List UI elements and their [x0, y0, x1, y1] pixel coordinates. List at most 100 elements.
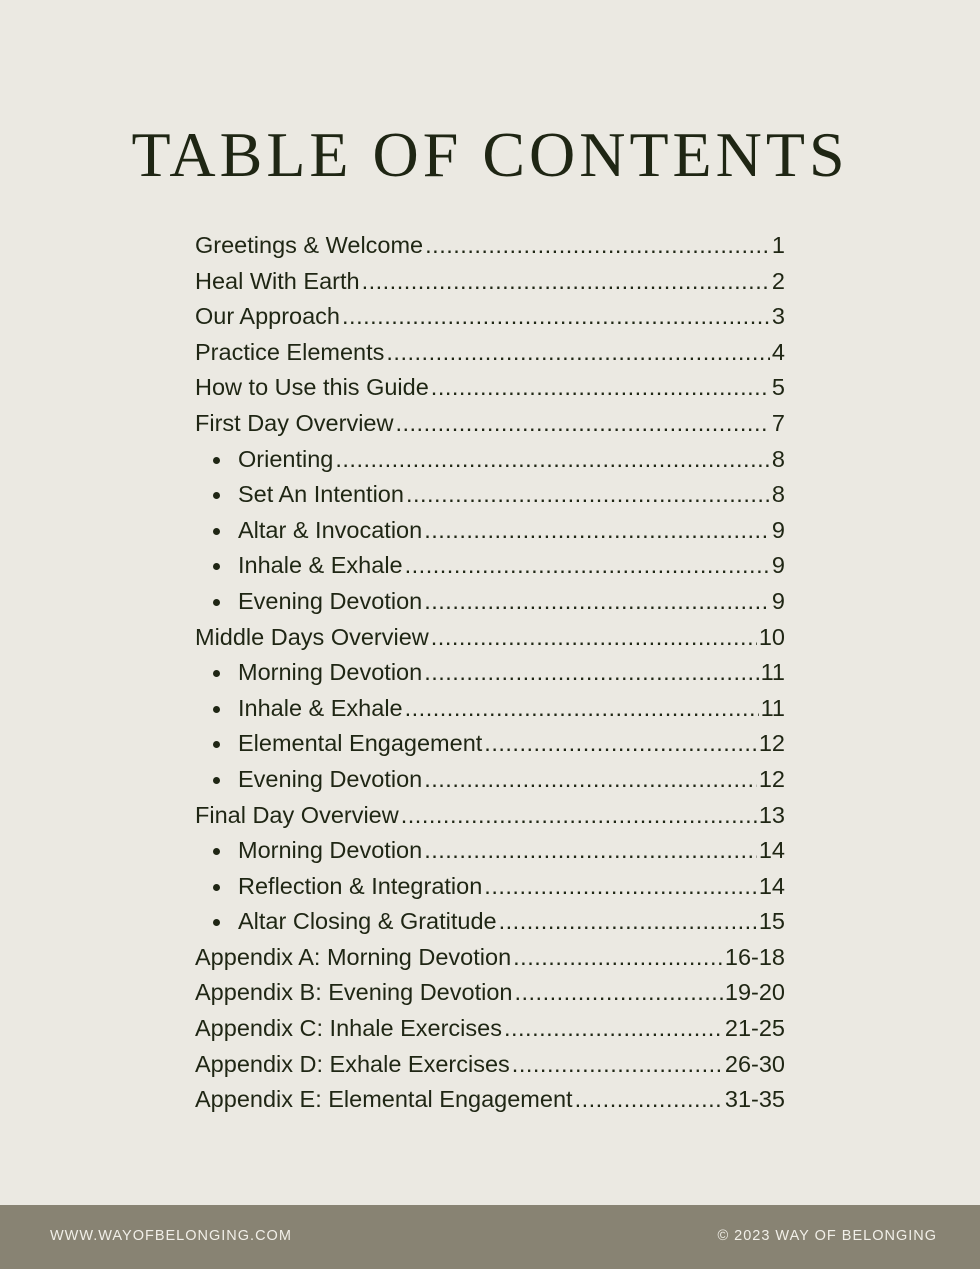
- toc-entry[interactable]: Inhale & Exhale 11: [195, 691, 785, 727]
- dot-leader: [335, 442, 770, 478]
- toc-entry-page: 11: [760, 694, 785, 721]
- toc-entry[interactable]: Orienting 8: [195, 442, 785, 478]
- toc-entry-label: Evening Devotion: [195, 584, 422, 620]
- toc-entry-page: 7: [771, 409, 785, 436]
- toc-entry-label: Inhale & Exhale: [195, 548, 403, 584]
- toc-entry[interactable]: First Day Overview 7: [195, 406, 785, 442]
- dot-leader: [504, 1011, 723, 1047]
- footer-copyright: © 2023 WAY OF BELONGING: [717, 1228, 937, 1244]
- dot-leader: [484, 869, 757, 905]
- dot-leader: [405, 548, 770, 584]
- dot-leader: [514, 975, 722, 1011]
- toc-entry-page: 31-35: [724, 1086, 785, 1113]
- toc-entry[interactable]: Morning Devotion 14: [195, 833, 785, 869]
- dot-leader: [484, 726, 757, 762]
- toc-entry-page: 1: [771, 232, 785, 258]
- dot-leader: [342, 299, 770, 335]
- toc-entry-page: 10: [758, 623, 785, 650]
- dot-leader: [499, 904, 757, 940]
- toc-entry-label: Altar & Invocation: [195, 513, 422, 549]
- toc-entry-label: Appendix A: Morning Devotion: [195, 943, 512, 970]
- dot-leader: [386, 335, 770, 371]
- dot-leader: [405, 691, 759, 727]
- toc-entry-label: Elemental Engagement: [195, 726, 482, 762]
- toc-entry-label: Altar Closing & Gratitude: [195, 904, 497, 940]
- dot-leader: [431, 370, 770, 406]
- toc-entry[interactable]: Heal With Earth 2: [195, 264, 785, 300]
- toc-entry-page: 14: [758, 837, 785, 864]
- toc-entry[interactable]: Evening Devotion 9: [195, 584, 785, 620]
- toc-entry-label: Evening Devotion: [195, 762, 422, 798]
- toc-entry-page: 3: [771, 303, 785, 330]
- toc-entry-page: 12: [758, 765, 785, 792]
- toc-entry[interactable]: Practice Elements 4: [195, 335, 785, 371]
- toc-entry-label: Appendix D: Exhale Exercises: [195, 1050, 510, 1077]
- dot-leader: [513, 940, 723, 976]
- toc-entry-page: 19-20: [724, 979, 785, 1006]
- toc-entry-page: 15: [758, 908, 785, 935]
- toc-entry[interactable]: Altar Closing & Gratitude 15: [195, 904, 785, 940]
- toc-entry[interactable]: Appendix D: Exhale Exercises 26-30: [195, 1047, 785, 1083]
- toc-entry-page: 14: [758, 872, 785, 899]
- toc-entry-page: 12: [758, 730, 785, 757]
- toc-entry-page: 4: [771, 338, 785, 365]
- toc-entry-page: 9: [771, 587, 785, 614]
- toc-entry-page: 16-18: [724, 943, 785, 970]
- toc-entry-label: Heal With Earth: [195, 267, 360, 294]
- toc-entry[interactable]: Appendix C: Inhale Exercises 21-25: [195, 1011, 785, 1047]
- toc-entry[interactable]: Evening Devotion 12: [195, 762, 785, 798]
- footer: WWW.WAYOFBELONGING.COM © 2023 WAY OF BEL…: [0, 1205, 980, 1269]
- dot-leader: [512, 1047, 723, 1083]
- toc-entry-label: Set An Intention: [195, 477, 404, 513]
- dot-leader: [424, 833, 757, 869]
- dot-leader: [395, 406, 769, 442]
- dot-leader: [424, 584, 770, 620]
- toc-entry-label: Morning Devotion: [195, 655, 422, 691]
- toc-entry[interactable]: Greetings & Welcome 1: [195, 228, 785, 264]
- toc-entry[interactable]: Final Day Overview 13: [195, 798, 785, 834]
- toc-entry-label: Appendix E: Elemental Engagement: [195, 1086, 573, 1113]
- toc-entry[interactable]: Middle Days Overview 10: [195, 620, 785, 656]
- toc-entry[interactable]: Inhale & Exhale 9: [195, 548, 785, 584]
- toc-entry-label: Our Approach: [195, 303, 341, 330]
- toc-entry-page: 26-30: [724, 1050, 785, 1077]
- toc-entry[interactable]: Appendix E: Elemental Engagement 31-35: [195, 1082, 785, 1118]
- toc-entry-label: Practice Elements: [195, 338, 385, 365]
- toc-entry[interactable]: Altar & Invocation 9: [195, 513, 785, 549]
- toc-entry-page: 8: [771, 481, 785, 508]
- toc-entry-label: Middle Days Overview: [195, 623, 429, 650]
- toc-entry-page: 21-25: [724, 1015, 785, 1042]
- table-of-contents: Greetings & Welcome 1 Heal With Earth 2 Our …: [195, 228, 785, 1118]
- toc-entry-label: Final Day Overview: [195, 801, 399, 828]
- toc-entry[interactable]: Our Approach 3: [195, 299, 785, 335]
- toc-entry-label: How to Use this Guide: [195, 374, 429, 401]
- toc-entry-label: Reflection & Integration: [195, 869, 482, 905]
- dot-leader: [401, 798, 757, 834]
- toc-entry-page: 9: [771, 516, 785, 543]
- toc-entry-page: 13: [758, 801, 785, 828]
- toc-entry-label: Orienting: [195, 442, 333, 478]
- toc-entry[interactable]: Appendix B: Evening Devotion 19-20: [195, 975, 785, 1011]
- toc-entry[interactable]: Morning Devotion 11: [195, 655, 785, 691]
- dot-leader: [425, 228, 770, 264]
- dot-leader: [362, 264, 770, 300]
- page-title: TABLE OF CONTENTS: [131, 119, 849, 190]
- dot-leader: [575, 1082, 723, 1118]
- toc-entry-page: 8: [771, 445, 785, 472]
- dot-leader: [424, 762, 757, 798]
- footer-website[interactable]: WWW.WAYOFBELONGING.COM: [50, 1228, 292, 1244]
- toc-entry[interactable]: Appendix A: Morning Devotion 16-18: [195, 940, 785, 976]
- toc-entry[interactable]: How to Use this Guide 5: [195, 370, 785, 406]
- toc-entry-page: 11: [760, 659, 785, 686]
- dot-leader: [424, 655, 758, 691]
- toc-entry-label: Inhale & Exhale: [195, 691, 403, 727]
- toc-entry[interactable]: Set An Intention 8: [195, 477, 785, 513]
- dot-leader: [431, 620, 757, 656]
- dot-leader: [406, 477, 770, 513]
- dot-leader: [424, 513, 770, 549]
- toc-entry-label: Appendix B: Evening Devotion: [195, 979, 513, 1006]
- toc-entry[interactable]: Reflection & Integration 14: [195, 869, 785, 905]
- toc-entry[interactable]: Elemental Engagement 12: [195, 726, 785, 762]
- toc-entry-label: Morning Devotion: [195, 833, 422, 869]
- toc-entry-page: 9: [771, 552, 785, 579]
